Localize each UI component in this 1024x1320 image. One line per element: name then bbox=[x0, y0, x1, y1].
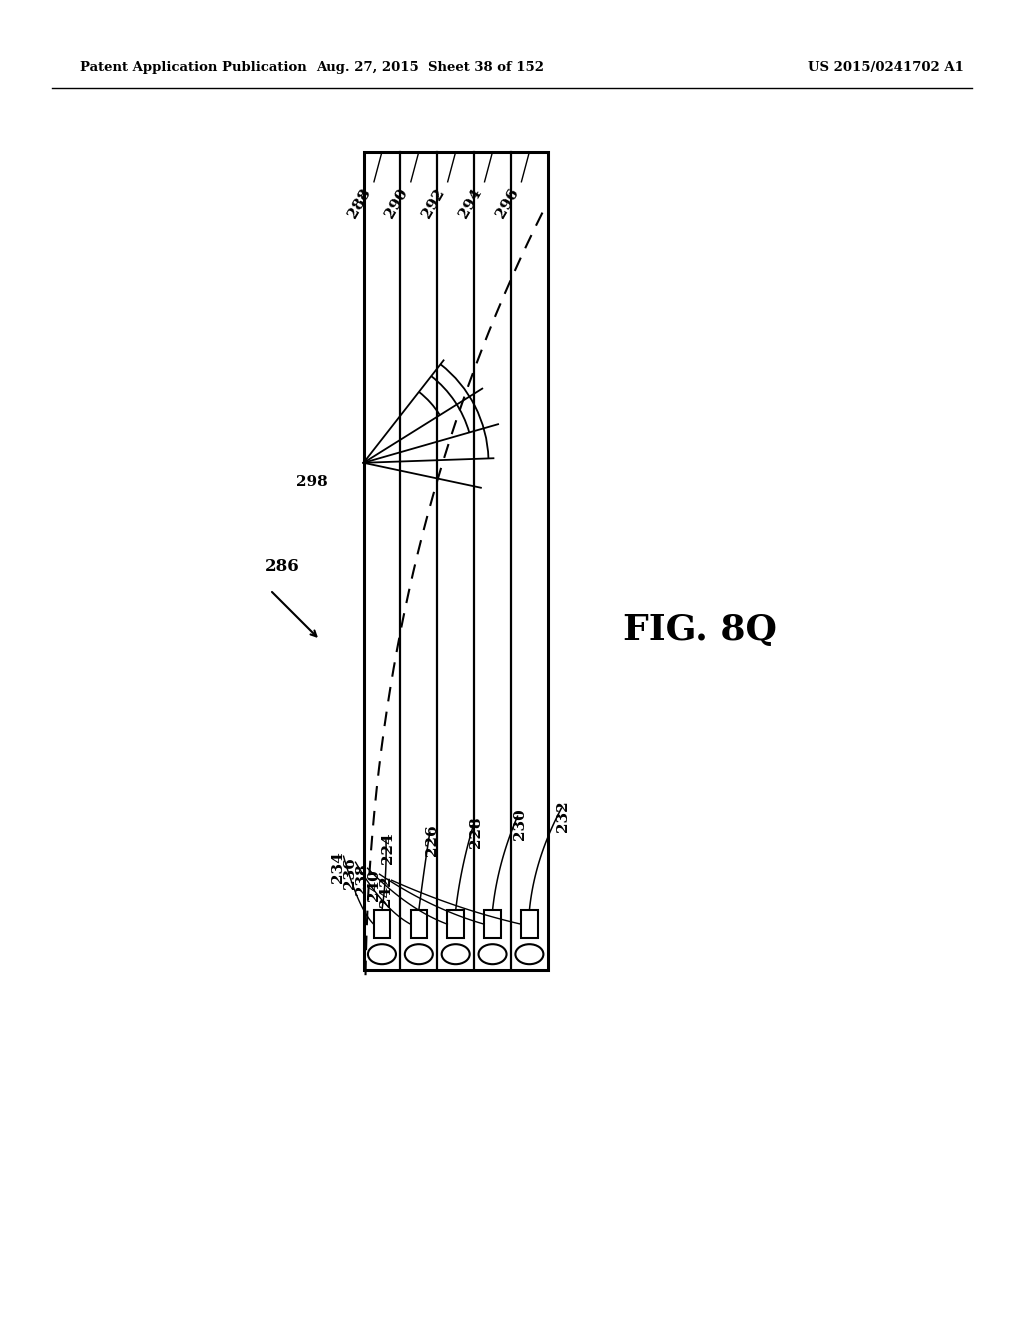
Text: 224: 224 bbox=[381, 832, 395, 863]
Text: 242: 242 bbox=[379, 875, 392, 907]
Text: 288: 288 bbox=[346, 186, 374, 220]
Text: 292: 292 bbox=[420, 186, 447, 220]
Text: 298: 298 bbox=[296, 475, 328, 488]
Text: Patent Application Publication: Patent Application Publication bbox=[80, 62, 307, 74]
Text: 240: 240 bbox=[367, 869, 381, 902]
Text: US 2015/0241702 A1: US 2015/0241702 A1 bbox=[808, 62, 964, 74]
Text: 236: 236 bbox=[342, 857, 356, 888]
Text: 234: 234 bbox=[331, 851, 344, 883]
Bar bbox=[484, 911, 501, 939]
Bar bbox=[521, 911, 538, 939]
Bar bbox=[411, 911, 427, 939]
Bar bbox=[374, 911, 390, 939]
Text: 226: 226 bbox=[425, 824, 439, 855]
Text: 290: 290 bbox=[383, 186, 411, 220]
Text: FIG. 8Q: FIG. 8Q bbox=[623, 612, 777, 647]
Text: 230: 230 bbox=[513, 808, 526, 840]
Text: 296: 296 bbox=[494, 186, 521, 220]
Bar bbox=[447, 911, 464, 939]
Bar bbox=[364, 152, 548, 970]
Text: Aug. 27, 2015  Sheet 38 of 152: Aug. 27, 2015 Sheet 38 of 152 bbox=[316, 62, 544, 74]
Text: 294: 294 bbox=[457, 186, 484, 220]
Text: 228: 228 bbox=[469, 816, 482, 847]
Text: 286: 286 bbox=[265, 558, 300, 576]
Text: 232: 232 bbox=[556, 800, 570, 832]
Text: 238: 238 bbox=[354, 863, 369, 895]
